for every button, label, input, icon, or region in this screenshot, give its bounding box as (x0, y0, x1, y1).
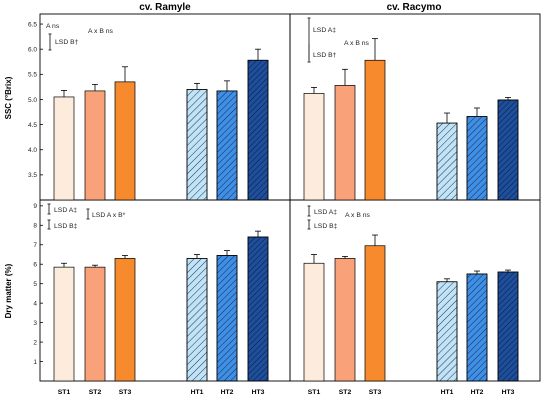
bar-hatch-ht1 (436, 122, 458, 201)
y-tick-label: 5.0 (28, 97, 37, 104)
y-tick-label: 9 (33, 203, 37, 210)
y-tick-label: 7 (33, 242, 37, 249)
y-axis-label-dry-matter: Dry matter (%) (4, 263, 13, 318)
bar-hatch-ht1 (186, 258, 208, 382)
bar-st2 (334, 85, 356, 201)
x-tick-label-ht1: HT1 (441, 389, 454, 396)
bar-st1 (53, 96, 75, 201)
x-tick-label-ht2: HT2 (221, 389, 234, 396)
chart-marks: 3.5 4.0 4.5 5.0 5.5 6.0 6.5 1 2 3 4 5 6 7 8 9 ST1 ST2 ST3 H… (28, 21, 519, 396)
bar-st2 (334, 258, 356, 382)
bar-hatch-ht1 (186, 89, 208, 201)
x-tick-label-st3: ST3 (119, 389, 132, 396)
y-tick-label: 2 (33, 339, 37, 346)
bar-hatch-ht3 (497, 271, 519, 382)
bar-st2 (84, 266, 106, 382)
annotation-racymo-dm-lsd-a: LSD A‡ (314, 209, 337, 216)
panel-frame-racymo-dm (289, 199, 541, 382)
annotation-ramyle-dm-lsd-b: LSD B‡ (54, 223, 78, 230)
annotation-racymo-dm-axb: A x B ns (345, 212, 371, 219)
x-tick-label-st2: ST2 (339, 389, 352, 396)
bar-st1 (53, 266, 75, 382)
y-tick-label: 4 (33, 300, 37, 307)
bar-st3 (364, 59, 386, 201)
bar-hatch-ht3 (247, 236, 269, 382)
annotation-ramyle-dm-lsd-axb: LSD A x B* (92, 212, 126, 219)
y-tick-label: 3 (33, 320, 37, 327)
x-tick-label-ht3: HT3 (502, 389, 515, 396)
bar-st2 (84, 90, 106, 201)
y-tick-label: 6 (33, 262, 37, 269)
bar-hatch-ht3 (497, 99, 519, 201)
y-axis-label-ssc: SSC (°Brix) (4, 76, 13, 119)
panel-title-racymo: cv. Racymo (387, 2, 442, 13)
annotation-ramyle-dm-lsd-a: LSD A‡ (54, 207, 77, 214)
bar-hatch-ht3 (247, 59, 269, 201)
bar-st1 (303, 262, 325, 382)
x-tick-label-st1: ST1 (58, 389, 71, 396)
y-tick-label: 3.5 (28, 172, 37, 179)
y-tick-label: 5.5 (28, 72, 37, 79)
annotation-racymo-ssc-axb: A x B ns (344, 40, 370, 47)
bar-hatch-ht1 (436, 281, 458, 382)
bar-st3 (114, 258, 136, 382)
bar-hatch-ht2 (216, 90, 238, 201)
x-tick-label-ht2: HT2 (471, 389, 484, 396)
y-tick-label: 6.5 (28, 21, 37, 28)
y-tick-label: 1 (33, 359, 37, 366)
x-tick-label-ht3: HT3 (252, 389, 265, 396)
annotation-ramyle-ssc-axb: A x B ns (88, 28, 114, 35)
x-tick-label-st1: ST1 (308, 389, 321, 396)
x-tick-label-st2: ST2 (89, 389, 102, 396)
annotation-racymo-ssc-lsd-a: LSD A‡ (313, 27, 336, 34)
panel-title-ramyle: cv. Ramyle (139, 2, 191, 13)
bar-hatch-ht2 (216, 255, 238, 382)
x-tick-label-ht1: HT1 (191, 389, 204, 396)
y-tick-label: 4.0 (28, 147, 37, 154)
bar-hatch-ht2 (466, 116, 488, 201)
annotation-ramyle-ssc-lsd-b: LSD B† (55, 39, 79, 46)
y-tick-label: 5 (33, 281, 37, 288)
y-tick-label: 8 (33, 223, 37, 230)
annotation-racymo-ssc-lsd-b: LSD B† (313, 52, 337, 59)
annotation-racymo-dm-lsd-b: LSD B‡ (314, 223, 338, 230)
y-tick-label: 4.5 (28, 122, 37, 129)
y-tick-label: 6.0 (28, 46, 37, 53)
bar-hatch-ht2 (466, 273, 488, 382)
x-tick-label-st3: ST3 (369, 389, 382, 396)
bar-st3 (364, 245, 386, 382)
annotation-ramyle-ssc-a: A ns (46, 23, 60, 30)
bar-st1 (303, 93, 325, 201)
bar-st3 (114, 81, 136, 201)
